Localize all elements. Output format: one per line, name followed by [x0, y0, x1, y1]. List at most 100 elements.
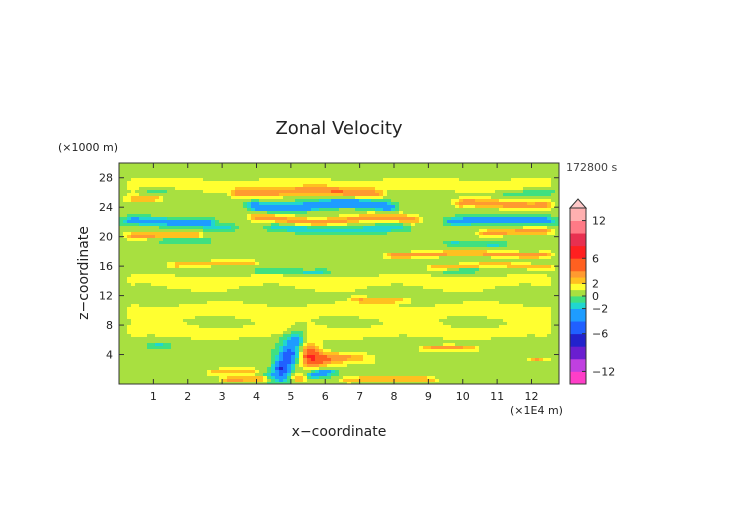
field-cell: [119, 238, 128, 242]
field-cell: [247, 202, 252, 206]
field-cell: [227, 193, 232, 197]
field-cell: [419, 346, 424, 350]
field-cell: [163, 238, 212, 242]
colorbar-level: [570, 333, 586, 347]
field-cell: [487, 229, 516, 233]
field-cell: [279, 349, 284, 353]
field-cell: [507, 322, 552, 326]
field-cell: [303, 340, 308, 344]
field-cell: [299, 334, 304, 338]
field-cell: [527, 358, 532, 362]
field-cell: [551, 265, 556, 269]
field-cell: [459, 241, 508, 245]
field-cell: [119, 289, 192, 293]
field-cell: [119, 193, 128, 197]
field-cell: [307, 340, 324, 344]
field-cell: [167, 286, 240, 290]
field-cell: [475, 199, 500, 203]
field-cell: [119, 364, 272, 368]
field-cell: [511, 262, 532, 266]
field-cell: [531, 262, 559, 266]
field-cell: [535, 202, 548, 206]
field-cell: [427, 265, 432, 269]
field-cell: [503, 235, 559, 239]
field-cell: [251, 217, 256, 221]
field-cell: [443, 223, 452, 227]
field-cell: [303, 202, 388, 206]
field-cell: [495, 286, 559, 290]
field-cell: [307, 325, 328, 329]
field-cell: [215, 220, 220, 224]
field-cell: [343, 376, 360, 380]
field-cell: [363, 355, 376, 359]
field-cell: [383, 322, 444, 326]
field-cell: [551, 331, 559, 335]
field-cell: [267, 379, 272, 383]
field-cell: [131, 322, 188, 326]
field-cell: [403, 211, 559, 215]
field-cell: [387, 232, 476, 236]
field-cell: [539, 358, 544, 362]
field-cell: [119, 346, 148, 350]
field-cell: [347, 382, 352, 384]
field-cell: [127, 310, 552, 314]
field-cell: [231, 190, 236, 194]
field-cell: [287, 349, 292, 353]
field-cell: [327, 223, 348, 227]
field-cell: [287, 379, 292, 383]
field-cell: [327, 355, 352, 359]
field-cell: [503, 193, 552, 197]
field-cell: [499, 301, 559, 305]
y-tick-label: 8: [106, 319, 113, 332]
field-cell: [119, 241, 160, 245]
field-cell: [423, 217, 444, 221]
field-cell: [259, 202, 304, 206]
field-cell: [307, 379, 340, 383]
field-cell: [303, 331, 308, 335]
field-cell: [383, 256, 392, 260]
field-cell: [327, 373, 332, 377]
field-cell: [119, 211, 268, 215]
field-cell: [255, 208, 312, 212]
field-cell: [455, 214, 552, 218]
field-cell: [283, 367, 288, 371]
field-cell: [471, 223, 559, 227]
field-cell: [411, 250, 444, 254]
field-cell: [131, 283, 136, 287]
field-cell: [199, 235, 204, 239]
field-cell: [355, 208, 376, 212]
colorbar-extension: [568, 198, 588, 209]
field-cell: [119, 199, 124, 203]
field-cell: [339, 370, 559, 374]
field-cell: [307, 349, 316, 353]
field-cell: [447, 244, 488, 248]
field-cell: [319, 370, 332, 374]
field-cell: [303, 184, 328, 188]
field-cell: [307, 217, 328, 221]
field-cell: [343, 379, 436, 383]
field-cell: [491, 196, 559, 200]
field-cell: [295, 373, 304, 377]
field-cell: [151, 214, 248, 218]
field-cell: [119, 349, 272, 353]
field-cell: [295, 322, 308, 326]
field-cell: [275, 358, 280, 362]
field-cell: [247, 208, 252, 212]
x-tick-label: 8: [391, 390, 398, 403]
field-cell: [167, 190, 204, 194]
field-cell: [303, 364, 308, 368]
field-cell: [551, 208, 559, 212]
field-cell: [307, 355, 316, 359]
field-cell: [187, 322, 256, 326]
field-cell: [547, 205, 552, 209]
field-cell: [483, 289, 559, 293]
field-cell: [303, 361, 308, 365]
field-cell: [327, 268, 428, 272]
field-cell: [283, 340, 288, 344]
field-cell: [119, 334, 132, 338]
field-cell: [227, 289, 316, 293]
field-cell: [479, 265, 508, 269]
field-cell: [315, 370, 320, 374]
field-cell: [375, 355, 559, 359]
colorbar-tick-label: −12: [592, 365, 615, 378]
